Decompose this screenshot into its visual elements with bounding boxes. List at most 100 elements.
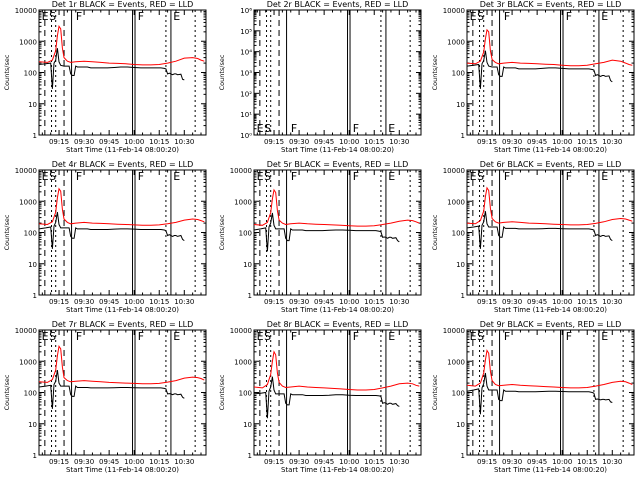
x-tick-label: 09:15 (477, 298, 497, 306)
flag-letter: F (138, 170, 144, 183)
x-tick-label: 09:30 (289, 458, 309, 466)
x-tick-label: 09:15 (49, 458, 69, 466)
x-tick-label: 09:30 (502, 138, 522, 146)
y-tick-label: 1000 (234, 198, 252, 206)
flag-letter: F (504, 10, 510, 23)
panel-det-5r: Det 5r BLACK = Events, RED = LLD 1 10 100 10… (218, 160, 422, 314)
x-tick-label: 10:00 (339, 458, 359, 466)
events-series-line (38, 212, 185, 249)
x-axis-label: Start Time (11-Feb-14 08:00:20) (281, 146, 394, 154)
flag-letter: F (291, 122, 297, 135)
y-axis-label: Counts/sec (431, 54, 439, 90)
flag-letter: S (264, 170, 271, 183)
panel-det-3r: Det 3r BLACK = Events, RED = LLD 1 10 100 10… (431, 0, 635, 154)
y-tick-label: 1 (248, 292, 252, 300)
y-tick-label: 100 (239, 230, 252, 238)
x-axis-label: Start Time (11-Feb-14 08:00:20) (494, 466, 607, 474)
y-tick-label: 1000 (447, 358, 465, 366)
flag-letter: F (76, 170, 82, 183)
panel-title: Det 2r BLACK = Events, RED = LLD (267, 0, 409, 9)
x-axis-label: Start Time (11-Feb-14 08:00:20) (494, 306, 607, 314)
events-series-line (466, 211, 613, 249)
flag-letter: F (76, 330, 82, 343)
flag-letter: F (353, 170, 359, 183)
x-tick-label: 10:30 (389, 458, 409, 466)
y-tick-label: 100 (24, 70, 37, 78)
events-series-line (466, 372, 613, 415)
x-tick-label: 10:15 (364, 458, 384, 466)
flag-letter: E (257, 170, 264, 183)
panel-title: Det 5r BLACK = Events, RED = LLD (267, 160, 409, 169)
flag-letter: S (264, 122, 271, 135)
flag-letter: E (470, 170, 477, 183)
y-tick-label: 1 (33, 292, 37, 300)
y-tick-label: 100 (24, 390, 37, 398)
lld-series-line (38, 344, 205, 385)
panel-det-1r: Det 1r BLACK = Events, RED = LLD 1 10 100 10… (3, 0, 207, 154)
x-tick-label: 09:45 (527, 458, 547, 466)
y-tick-label: 10 (28, 261, 37, 269)
events-series-line (38, 48, 185, 89)
lld-series-line (253, 188, 420, 227)
flag-letter: F (566, 170, 572, 183)
flag-letter: E (388, 122, 395, 135)
y-tick-label: 10⁶ (240, 7, 252, 15)
flag-letter: E (173, 330, 180, 343)
x-tick-label: 10:30 (602, 138, 622, 146)
y-tick-label: 1000 (19, 38, 37, 46)
x-tick-label: 10:00 (124, 458, 144, 466)
y-tick-label: 1000 (447, 38, 465, 46)
events-series-line (38, 370, 185, 409)
y-tick-label: 100 (452, 70, 465, 78)
y-tick-label: 10 (456, 421, 465, 429)
flag-letter: E (388, 330, 395, 343)
x-tick-label: 10:15 (149, 298, 169, 306)
flag-letter: S (49, 330, 56, 343)
x-tick-label: 09:45 (527, 298, 547, 306)
y-axis-label: Counts/sec (218, 374, 226, 410)
x-tick-label: 09:15 (49, 298, 69, 306)
y-tick-label: 10⁰ (240, 132, 252, 140)
x-tick-label: 10:00 (339, 138, 359, 146)
events-series-line (253, 212, 400, 252)
x-tick-label: 10:30 (174, 298, 194, 306)
y-tick-label: 10³ (240, 70, 252, 78)
flag-letter: E (173, 10, 180, 23)
flag-letter: F (353, 330, 359, 343)
y-tick-label: 1000 (19, 358, 37, 366)
x-tick-label: 10:00 (552, 458, 572, 466)
x-tick-label: 10:15 (577, 298, 597, 306)
y-tick-label: 1000 (234, 358, 252, 366)
y-tick-label: 10000 (443, 167, 465, 175)
x-tick-label: 10:15 (577, 138, 597, 146)
flag-letter: E (42, 10, 49, 23)
panel-det-7r: Det 7r BLACK = Events, RED = LLD 1 10 100 10… (3, 320, 207, 474)
flag-letter: F (566, 10, 572, 23)
x-axis-label: Start Time (11-Feb-14 08:00:20) (66, 146, 179, 154)
y-tick-label: 100 (452, 230, 465, 238)
lld-series-line (466, 349, 633, 389)
y-tick-label: 10 (243, 261, 252, 269)
x-tick-label: 09:45 (314, 138, 334, 146)
y-tick-label: 1 (461, 452, 465, 460)
flag-letter: F (566, 330, 572, 343)
panel-det-4r: Det 4r BLACK = Events, RED = LLD 1 10 100 10… (3, 160, 207, 314)
x-tick-label: 09:45 (527, 138, 547, 146)
x-tick-label: 10:30 (174, 458, 194, 466)
y-tick-label: 10² (240, 90, 252, 98)
y-axis-label: Counts/sec (218, 214, 226, 250)
y-axis-label: Counts/sec (3, 54, 11, 90)
flag-letter: E (173, 170, 180, 183)
y-tick-label: 1 (461, 132, 465, 140)
x-tick-label: 09:45 (314, 458, 334, 466)
flag-letter: F (504, 170, 510, 183)
panel-det-9r: Det 9r BLACK = Events, RED = LLD 1 10 100 10… (431, 320, 635, 474)
x-tick-label: 09:15 (264, 458, 284, 466)
y-tick-label: 10¹ (240, 111, 252, 119)
x-tick-label: 10:00 (124, 298, 144, 306)
x-tick-label: 10:00 (339, 298, 359, 306)
y-tick-label: 10000 (15, 7, 37, 15)
flag-letter: F (291, 330, 297, 343)
y-tick-label: 1 (248, 452, 252, 460)
